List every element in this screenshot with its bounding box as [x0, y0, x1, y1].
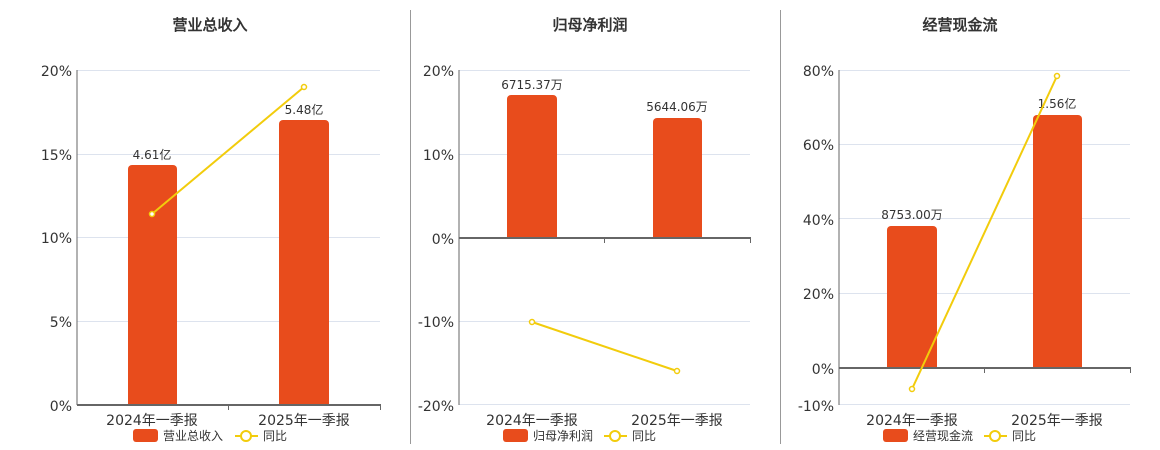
yoy-point[interactable]	[673, 367, 681, 375]
y-tick: 40%	[803, 213, 834, 229]
y-tick: 0%	[812, 362, 834, 378]
panel-divider-2	[780, 10, 781, 444]
x-tick: 2024年一季报	[866, 413, 958, 429]
legend-bar-label[interactable]: 经营现金流	[913, 428, 973, 443]
y-tick: 20%	[41, 64, 72, 80]
bar-value-label: 4.61亿	[133, 147, 172, 162]
chart-panel-net-profit: 归母净利润 20% 10% 0% -10% -20% 6715.37万 5644…	[410, 0, 780, 450]
chart-title: 归母净利润	[552, 16, 628, 34]
chart-title: 经营现金流	[922, 16, 998, 34]
y-tick: 10%	[41, 231, 72, 247]
bar-value-label: 6715.37万	[501, 78, 563, 92]
bar-value-label: 5644.06万	[646, 100, 708, 114]
legend-bar-swatch	[503, 429, 528, 442]
y-tick: 15%	[41, 148, 72, 164]
y-tick: 10%	[423, 148, 454, 164]
chart-panel-revenue: 营业总收入 20% 15% 10% 5% 0% 4.61亿 5.48亿	[0, 0, 410, 450]
legend-line-icon	[989, 430, 1001, 442]
legend-line-icon	[240, 430, 252, 442]
y-tick: 5%	[50, 315, 72, 331]
bar-2024q1[interactable]	[507, 95, 557, 238]
yoy-point[interactable]	[528, 318, 536, 326]
net-profit-chart: 20% 10% 0% -10% -20% 6715.37万 5644.06万 2…	[418, 64, 751, 443]
legend[interactable]: 营业总收入 同比	[133, 429, 287, 443]
yoy-point[interactable]	[908, 385, 916, 393]
y-tick: 60%	[803, 138, 834, 154]
legend-bar-label[interactable]: 营业总收入	[163, 429, 223, 443]
x-tick: 2025年一季报	[258, 413, 350, 429]
chart-title: 营业总收入	[172, 16, 248, 34]
legend-bar-swatch	[133, 429, 158, 442]
bar-value-label: 8753.00万	[881, 208, 943, 222]
legend-line-icon	[609, 430, 621, 442]
cashflow-chart: 80% 60% 40% 20% 0% -10% 8753.00万 1.56亿 2…	[798, 64, 1131, 443]
bar-value-label: 1.56亿	[1038, 96, 1077, 111]
bar-2025q1[interactable]	[1033, 115, 1082, 368]
bar-2024q1[interactable]	[887, 226, 937, 368]
yoy-point[interactable]	[1053, 72, 1061, 80]
bar-2025q1[interactable]	[279, 120, 329, 405]
y-tick: 20%	[803, 287, 834, 303]
x-tick: 2024年一季报	[486, 413, 578, 429]
yoy-point[interactable]	[148, 210, 156, 218]
yoy-line	[531, 321, 678, 372]
x-tick: 2025年一季报	[631, 413, 723, 429]
legend-bar-label[interactable]: 归母净利润	[533, 429, 593, 443]
bar-2024q1[interactable]	[128, 165, 177, 405]
x-tick: 2024年一季报	[106, 413, 198, 429]
y-tick: 80%	[803, 64, 834, 80]
y-tick: 0%	[432, 232, 454, 248]
y-tick: 0%	[50, 399, 72, 415]
legend[interactable]: 归母净利润 同比	[503, 429, 656, 443]
bar-2025q1[interactable]	[653, 118, 702, 238]
y-tick: -10%	[798, 399, 834, 415]
legend-line-label[interactable]: 同比	[263, 429, 287, 443]
panel-divider-1	[410, 10, 411, 444]
x-tick: 2025年一季报	[1011, 413, 1103, 429]
yoy-line	[911, 75, 1058, 390]
legend[interactable]: 经营现金流 同比	[883, 428, 1036, 443]
yoy-line	[151, 86, 305, 215]
legend-bar-swatch	[883, 429, 908, 442]
yoy-point[interactable]	[300, 83, 308, 91]
bar-value-label: 5.48亿	[285, 102, 324, 117]
y-tick: -10%	[418, 315, 454, 331]
legend-line-label[interactable]: 同比	[1012, 429, 1036, 443]
revenue-chart: 20% 15% 10% 5% 0% 4.61亿 5.48亿 2024年一季报 2…	[41, 64, 381, 443]
y-tick: -20%	[418, 399, 454, 415]
y-tick: 20%	[423, 64, 454, 80]
legend-line-label[interactable]: 同比	[632, 429, 656, 443]
chart-panel-operating-cashflow: 经营现金流 80% 60% 40% 20% 0% -10% 8753.00万 1…	[780, 0, 1160, 450]
